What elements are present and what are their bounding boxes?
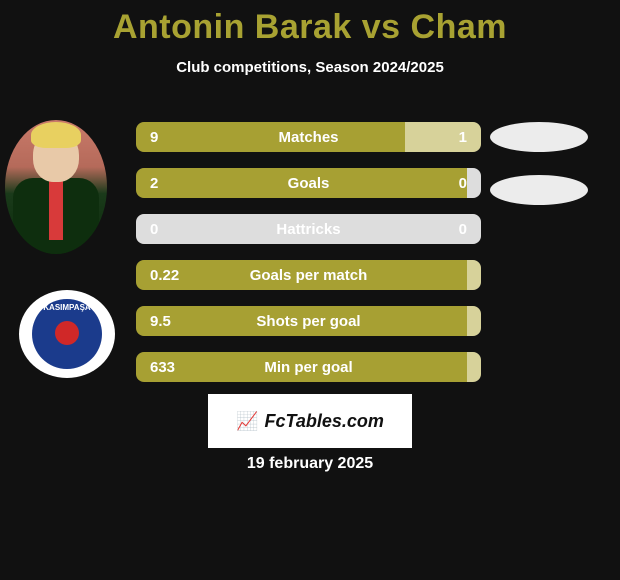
stat-left-value: 9 — [136, 122, 405, 152]
stat-right-value: 0 — [309, 214, 482, 244]
stat-bar: 20Goals — [136, 168, 481, 198]
club-avatar: KASIMPAŞA — [19, 290, 115, 378]
stat-left-value: 0 — [136, 214, 309, 244]
club-badge-text: KASIMPAŞA — [32, 303, 102, 312]
stat-right-value: 1 — [405, 122, 481, 152]
subtitle: Club competitions, Season 2024/2025 — [0, 59, 620, 76]
side-ellipses — [490, 122, 610, 228]
stat-left-value: 9.5 — [136, 306, 467, 336]
brand-footer: 📈 FcTables.com — [208, 394, 412, 448]
stat-left-value: 633 — [136, 352, 467, 382]
avatar-column: KASIMPAŞA — [5, 120, 125, 378]
title-player-right: Cham — [411, 8, 507, 46]
stat-bar: 0.22Goals per match — [136, 260, 481, 290]
side-ellipse — [490, 175, 588, 205]
stat-bar: 633Min per goal — [136, 352, 481, 382]
stat-bar: 9.5Shots per goal — [136, 306, 481, 336]
chart-icon: 📈 — [236, 411, 258, 432]
stat-right-value — [467, 306, 481, 336]
stat-right-value — [467, 260, 481, 290]
player-avatar — [5, 120, 107, 254]
side-ellipse — [490, 122, 588, 152]
stat-left-value: 2 — [136, 168, 467, 198]
stat-left-value: 0.22 — [136, 260, 467, 290]
page-title: Antonin Barak vs Cham — [0, 0, 620, 47]
footer-date: 19 february 2025 — [0, 455, 620, 473]
stat-right-value: 0 — [467, 168, 481, 198]
club-badge-icon: KASIMPAŞA — [32, 299, 102, 369]
stat-bar: 91Matches — [136, 122, 481, 152]
title-vs: vs — [352, 8, 411, 46]
stat-right-value — [467, 352, 481, 382]
stat-bar: 00Hattricks — [136, 214, 481, 244]
brand-text: FcTables.com — [265, 411, 384, 432]
stats-bars: 91Matches 20Goals 00Hattricks 0.22Goals per… — [136, 122, 481, 398]
title-player-left: Antonin Barak — [113, 8, 352, 46]
